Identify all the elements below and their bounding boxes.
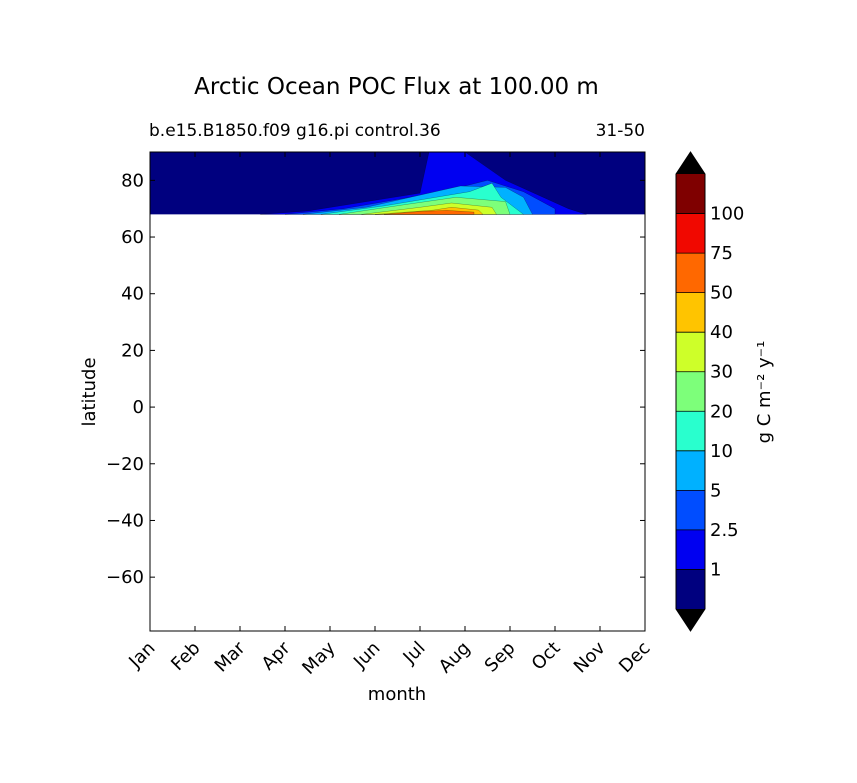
x-tick-label: Mar — [211, 637, 250, 676]
colorbar-swatch — [676, 411, 705, 451]
y-tick-label: 60 — [121, 227, 144, 248]
colorbar-swatch — [676, 332, 705, 372]
x-axis: Jan Feb Mar Apr May Jun Jul Aug Sep Oct Nov Dec — [124, 152, 655, 679]
x-tick-label: Oct — [528, 638, 565, 675]
x-tick-label: Nov — [570, 637, 610, 677]
colorbar-swatch — [676, 292, 705, 333]
colorbar-tick-label: 50 — [710, 283, 733, 304]
y-tick-label: −40 — [106, 510, 144, 531]
x-tick-label: Apr — [258, 637, 295, 674]
x-tick-label: Dec — [615, 638, 654, 677]
colorbar-swatch — [676, 253, 705, 293]
colorbar-extend-max — [676, 152, 705, 174]
chart-title: Arctic Ocean POC Flux at 100.00 m — [194, 74, 599, 100]
colorbar-tick-label: 40 — [710, 322, 733, 343]
x-axis-label: month — [368, 684, 426, 705]
colorbar-tick-label: 5 — [710, 480, 721, 501]
y-axis-label: latitude — [79, 357, 100, 426]
x-tick-label: May — [298, 637, 339, 678]
colorbar-tick-label: 75 — [710, 243, 733, 264]
plot-area — [150, 152, 645, 215]
colorbar-label: g C m⁻² y⁻¹ — [754, 341, 775, 444]
colorbar-tick-label: 100 — [710, 204, 744, 225]
year-range-label: 31-50 — [595, 121, 645, 141]
x-tick-label: Jan — [124, 638, 159, 673]
y-tick-label: −20 — [106, 454, 144, 475]
x-tick-label: Jul — [399, 638, 430, 669]
colorbar-tick-label: 1 — [710, 559, 721, 580]
y-axis: 80 60 40 20 0 −20 −40 −60 — [106, 170, 645, 588]
x-tick-label: Aug — [435, 638, 475, 678]
colorbar-swatch — [676, 213, 705, 254]
colorbar: 1 2.5 5 10 20 30 40 50 75 100 — [675, 151, 744, 632]
y-tick-label: 0 — [133, 397, 144, 418]
colorbar-swatch — [676, 371, 705, 412]
case-name-label: b.e15.B1850.f09 g16.pi control.36 — [149, 121, 441, 141]
colorbar-swatch — [676, 490, 705, 530]
y-tick-label: 20 — [121, 340, 144, 361]
colorbar-swatch — [676, 529, 705, 570]
y-tick-label: 80 — [121, 170, 144, 191]
colorbar-swatch — [676, 569, 705, 609]
contour-band-50 — [383, 210, 475, 215]
colorbar-swatch — [676, 174, 705, 214]
colorbar-extend-min — [676, 609, 705, 631]
colorbar-tick-label: 30 — [710, 362, 733, 383]
y-tick-label: −60 — [106, 567, 144, 588]
plot-frame — [149, 151, 646, 632]
x-tick-label: Feb — [167, 638, 204, 675]
colorbar-swatch — [676, 450, 705, 491]
y-tick-label: 40 — [121, 284, 144, 305]
x-tick-label: Jun — [349, 638, 384, 673]
colorbar-outline — [675, 151, 706, 632]
colorbar-tick-label: 10 — [710, 441, 733, 462]
x-tick-label: Sep — [481, 638, 520, 677]
colorbar-tick-label: 20 — [710, 401, 733, 422]
colorbar-tick-label: 2.5 — [710, 520, 739, 541]
